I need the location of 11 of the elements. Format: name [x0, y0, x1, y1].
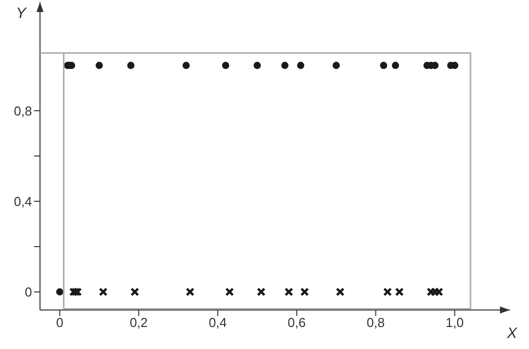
x-tick-label: 0,6	[288, 315, 306, 330]
x-tick-label: 0,4	[208, 315, 227, 330]
y-tick-label: 0,4	[14, 194, 32, 209]
y-tick-label: 0	[24, 284, 32, 300]
x-tick-label: 1,0	[446, 315, 464, 330]
x-tick-label: 0,2	[130, 315, 148, 330]
x-axis-title: X	[506, 325, 518, 342]
x-tick-label: 0	[56, 315, 64, 330]
y-tick-label: 0,8	[14, 103, 32, 118]
x-tick-label: 0,8	[366, 315, 385, 330]
y-axis-title: Y	[16, 5, 27, 22]
